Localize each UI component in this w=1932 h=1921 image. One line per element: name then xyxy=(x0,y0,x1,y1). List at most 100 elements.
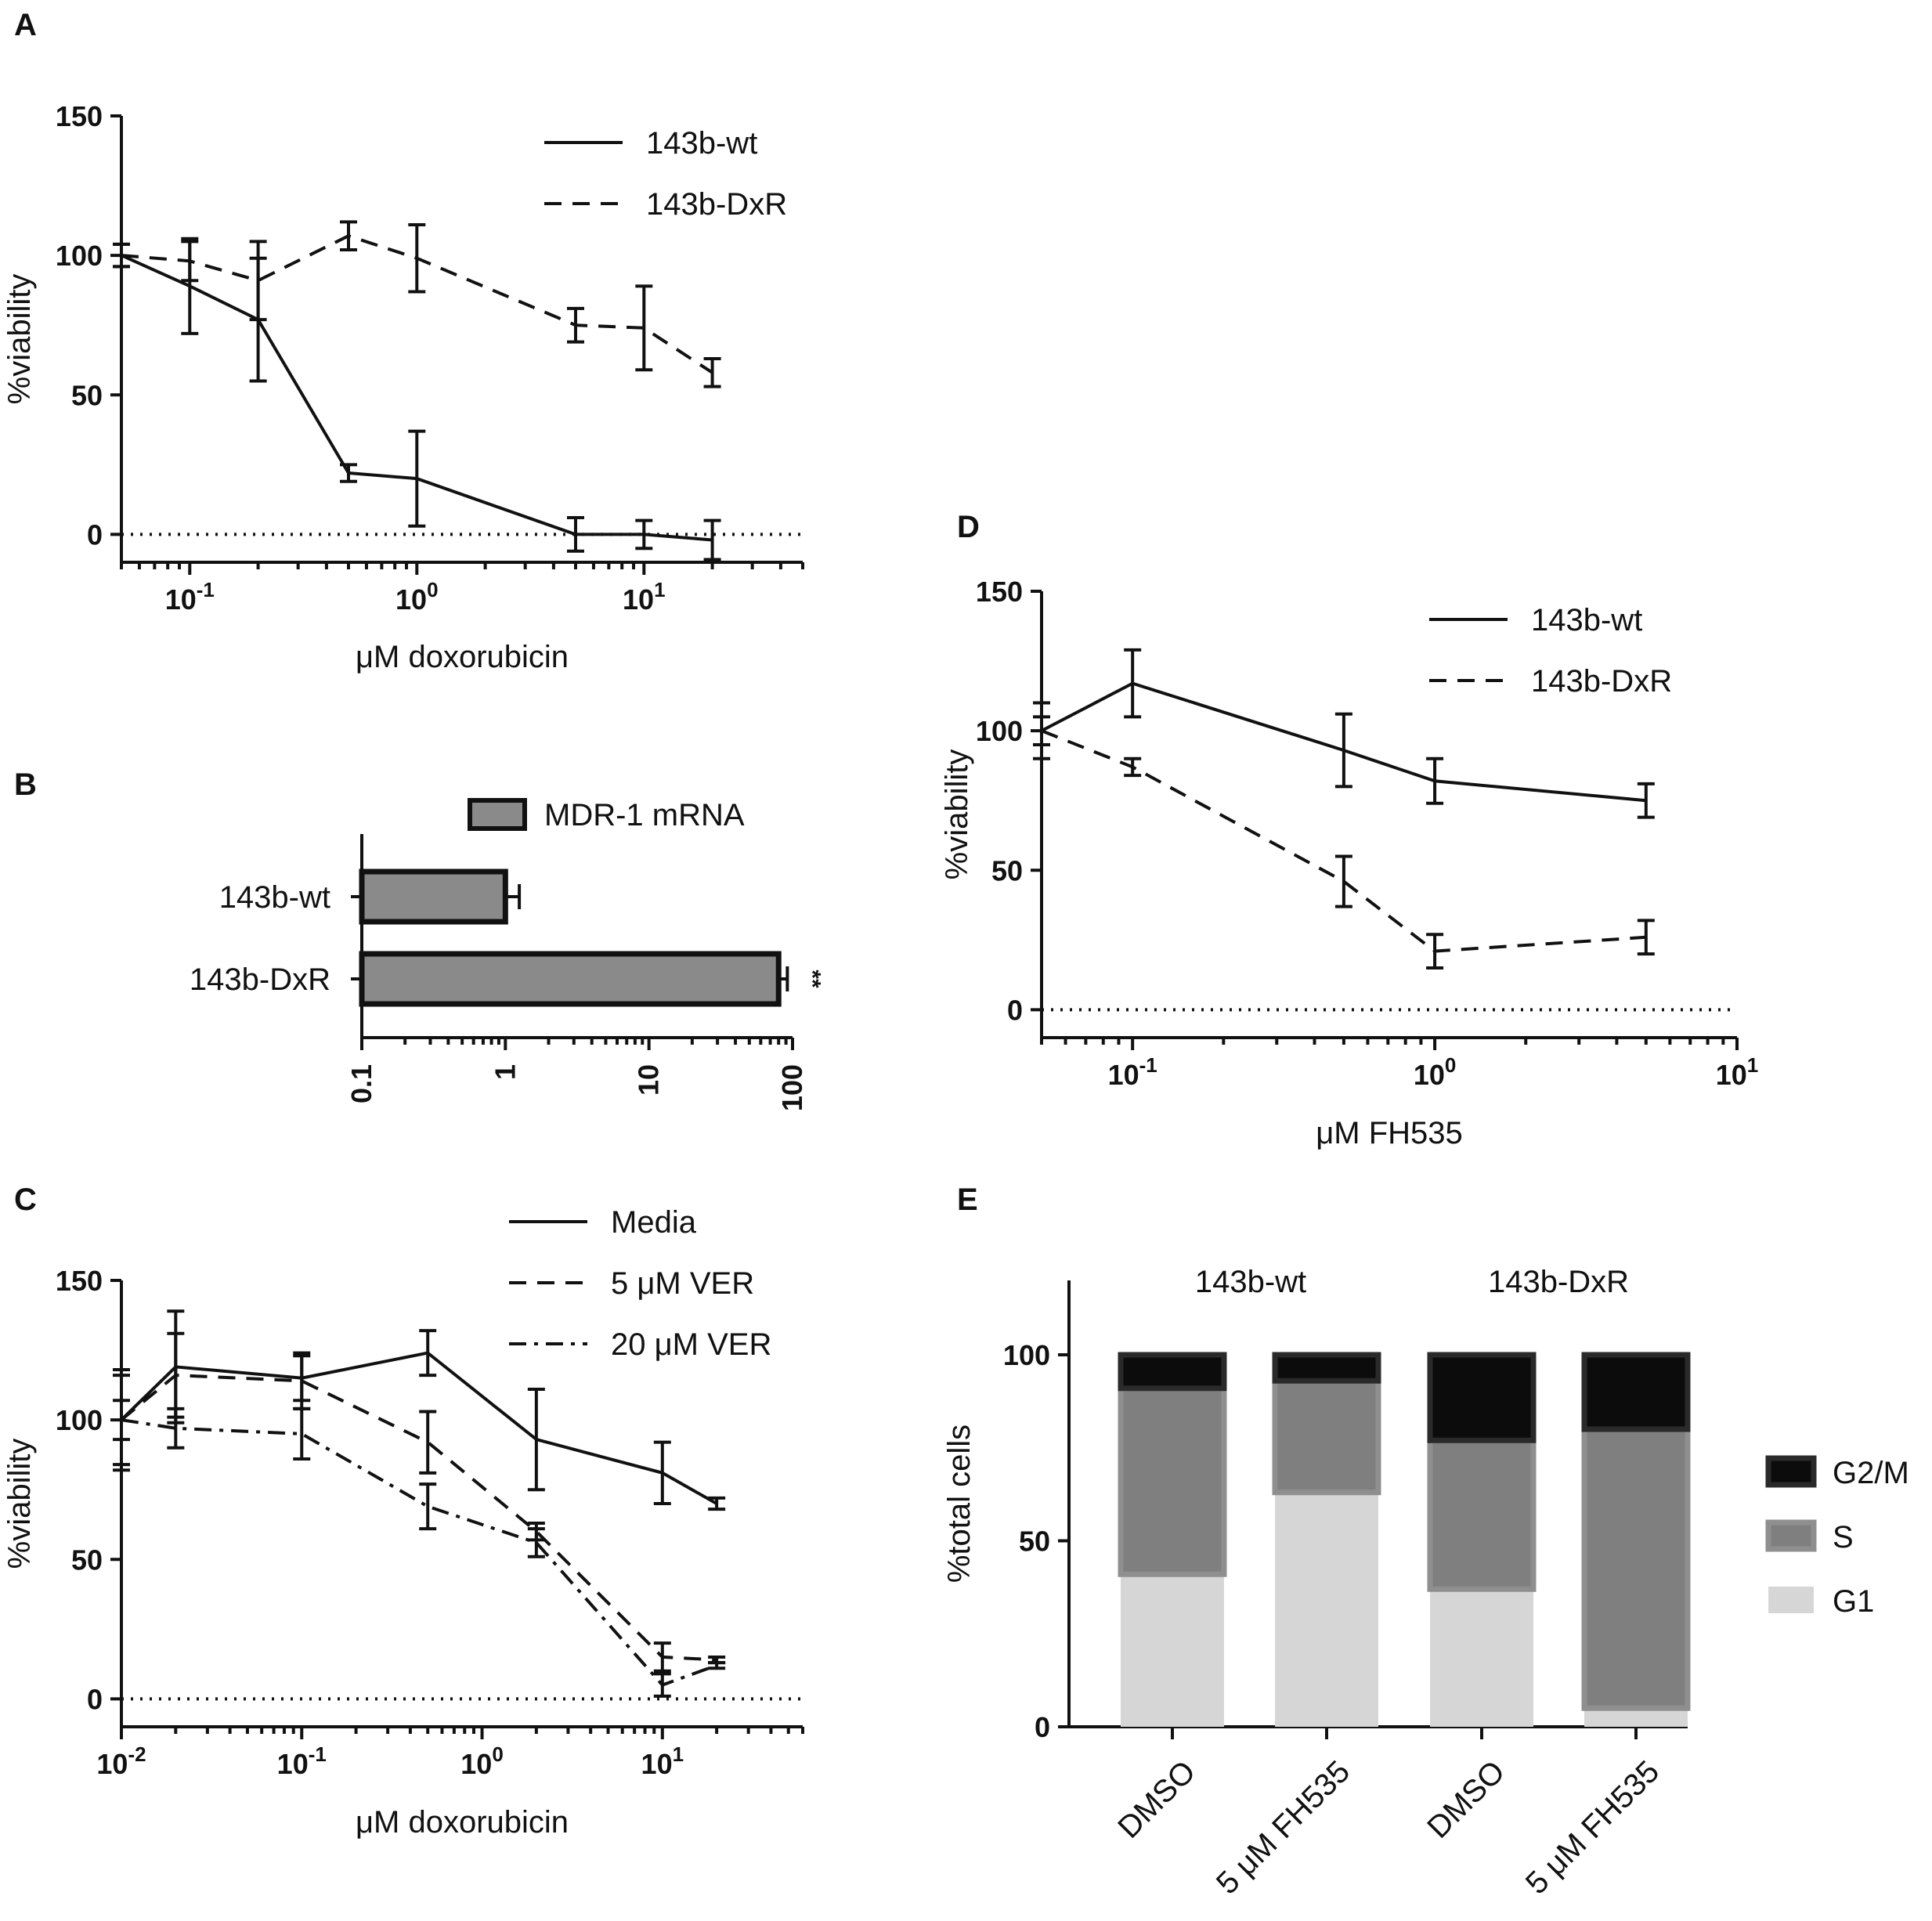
error-bar-143b-wt xyxy=(703,518,721,561)
series-line-143b-dxr xyxy=(121,234,713,374)
legend-swatch-g1 xyxy=(1768,1587,1814,1613)
x-tick-label: 100 xyxy=(776,1064,808,1111)
error-bar-143b-dxr xyxy=(1334,854,1352,908)
bar-segment-g1 xyxy=(1430,1589,1533,1727)
x-tick-label: 100 xyxy=(1414,1053,1457,1091)
y-tick-label: 50 xyxy=(71,1544,103,1576)
legend-label-media: Media xyxy=(611,1205,697,1240)
y-tick-label: 0 xyxy=(87,518,103,551)
bar-segment-g1 xyxy=(1584,1708,1688,1727)
legend-label-143b-wt: 143b-wt xyxy=(646,126,757,161)
y-tick-label: 50 xyxy=(71,379,103,411)
y-tick-label: 100 xyxy=(976,715,1023,747)
bar-segment-g2-m xyxy=(1272,1352,1381,1384)
legend-label-143b-dxr: 143b-DxR xyxy=(646,187,787,222)
panel-b: 0.1 1 10 100 143b-wt 143b-DxR ** MDR-1 mRNA xyxy=(190,798,825,1111)
category-label: 143b-wt xyxy=(219,880,330,915)
y-axis-label: %viability xyxy=(940,749,974,880)
stacked-bar xyxy=(1427,1352,1537,1727)
x-tick-label: 101 xyxy=(623,578,666,616)
bar-segment-g2-m xyxy=(1427,1352,1537,1443)
error-bar-143b-wt xyxy=(1426,756,1444,805)
error-bar-143b-wt xyxy=(567,516,584,553)
legend-label-g1: G1 xyxy=(1833,1584,1874,1619)
category-label: 143b-DxR xyxy=(190,962,330,997)
error-bar-media xyxy=(419,1329,437,1378)
x-tick-label: 100 xyxy=(395,578,439,616)
category-label: DMSO xyxy=(1111,1754,1202,1845)
error-bar-143b-dxr xyxy=(408,222,426,294)
error-bar-20-m-ver xyxy=(293,1406,311,1461)
x-tick-label: 10-1 xyxy=(1108,1053,1157,1091)
error-bar-143b-wt xyxy=(1334,712,1352,789)
x-tick-label: 10-2 xyxy=(96,1742,146,1780)
x-tick-label: 10 xyxy=(633,1064,665,1096)
stacked-bar xyxy=(1272,1352,1381,1727)
y-tick-label: 50 xyxy=(991,854,1023,886)
y-axis-label: %total cells xyxy=(942,1425,977,1583)
error-bar-5-m-ver xyxy=(653,1641,671,1673)
error-bar-20-m-ver xyxy=(708,1661,726,1670)
error-bar-5-m-ver xyxy=(167,1331,185,1419)
bar-segment-s xyxy=(1581,1426,1691,1711)
error-bar-media xyxy=(527,1387,545,1492)
error-bar-143b-dxr xyxy=(113,242,130,269)
bar-segment-s xyxy=(1118,1385,1227,1577)
category-label: 5 μM FH535 xyxy=(1210,1754,1356,1901)
series-line-20-m-ver xyxy=(121,1418,717,1687)
panel-a: 0 50 100 150 10-1 100 101 μM doxorubicin %viabil… xyxy=(2,100,804,674)
y-tick-label: 150 xyxy=(56,1265,103,1297)
error-bar-20-m-ver xyxy=(113,1374,130,1467)
x-tick-label: 10-1 xyxy=(277,1742,327,1780)
bar-segment-g1 xyxy=(1275,1492,1378,1727)
series-line-143b-wt xyxy=(121,254,713,542)
y-axis-label: %viability xyxy=(2,1439,37,1569)
y-tick-label: 0 xyxy=(87,1683,103,1715)
error-bar-143b-wt xyxy=(340,463,357,483)
y-tick-label: 100 xyxy=(56,1404,103,1436)
y-tick-label: 100 xyxy=(1003,1339,1050,1371)
x-axis-label: μM doxorubicin xyxy=(356,1805,569,1840)
error-bar-143b-dxr xyxy=(1124,756,1142,778)
error-bar-20-m-ver xyxy=(167,1406,185,1450)
error-bar-143b-dxr xyxy=(249,240,267,322)
category-label: 5 μM FH535 xyxy=(1519,1754,1666,1901)
error-bar-20-m-ver xyxy=(419,1482,437,1531)
category-label: DMSO xyxy=(1421,1754,1511,1845)
y-tick-label: 150 xyxy=(56,100,103,132)
error-bar-media xyxy=(708,1496,726,1511)
error-bar-media xyxy=(653,1440,671,1505)
series-line-143b-dxr xyxy=(1041,729,1646,953)
bar-segment-g1 xyxy=(1121,1574,1224,1727)
x-tick-label: 10-1 xyxy=(165,578,215,616)
x-tick-label: 100 xyxy=(460,1742,504,1780)
error-bar-143b-dxr xyxy=(703,356,721,388)
bar-143b-dxr xyxy=(359,951,782,1007)
error-bar-143b-wt xyxy=(1124,648,1142,719)
group-label: 143b-wt xyxy=(1195,1265,1306,1299)
error-bar-5-m-ver xyxy=(419,1410,437,1475)
bar-143b-wt xyxy=(359,868,508,925)
y-tick-label: 150 xyxy=(976,576,1023,608)
bar-segment-s xyxy=(1272,1378,1381,1496)
y-tick-label: 100 xyxy=(56,240,103,272)
series-line-5-m-ver xyxy=(120,1374,717,1662)
legend-label-g2-m: G2/M xyxy=(1833,1456,1909,1490)
y-axis-label: %viability xyxy=(2,274,37,405)
error-bar-20-m-ver xyxy=(653,1672,671,1698)
x-axis-label: μM doxorubicin xyxy=(356,640,569,674)
x-tick-label: 1 xyxy=(489,1064,521,1080)
y-tick-label: 50 xyxy=(1019,1526,1050,1558)
y-tick-label: 0 xyxy=(1007,994,1023,1026)
stacked-bar xyxy=(1118,1352,1227,1727)
bar-segment-g2-m xyxy=(1581,1352,1691,1432)
error-bar-143b-dxr xyxy=(635,284,653,372)
stacked-bar xyxy=(1581,1352,1691,1727)
error-bar-143b-wt xyxy=(408,429,426,528)
group-label: 143b-DxR xyxy=(1488,1265,1629,1299)
x-tick-label: 101 xyxy=(1716,1053,1759,1091)
error-bar-143b-wt xyxy=(635,518,653,551)
error-bar-143b-dxr xyxy=(340,220,357,251)
